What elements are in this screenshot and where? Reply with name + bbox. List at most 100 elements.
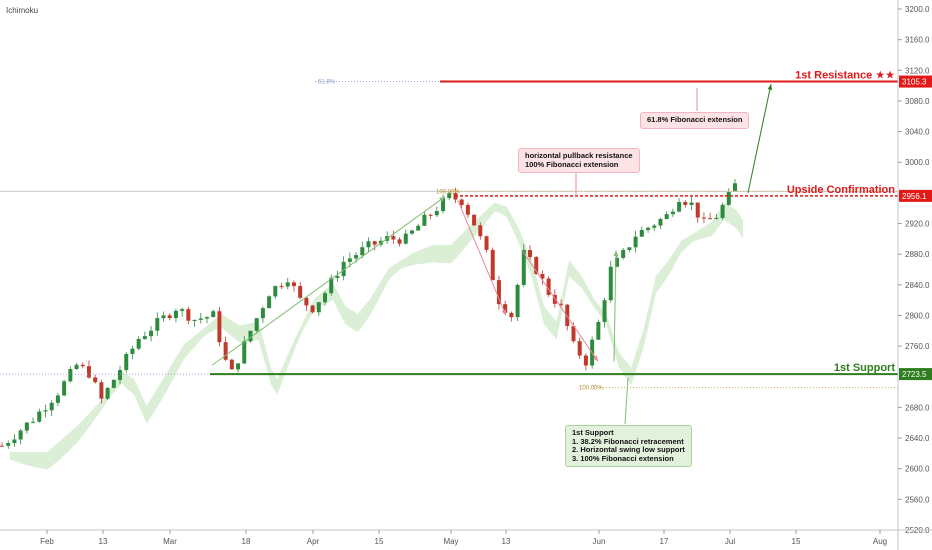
support-price-tag: [899, 368, 932, 381]
candle-body: [99, 382, 104, 399]
candle-body: [565, 304, 570, 327]
time-tick-label: Aug: [873, 537, 887, 546]
candle-body: [403, 233, 408, 244]
candle-body: [484, 236, 489, 250]
candle-body: [267, 296, 272, 309]
candle-body: [161, 315, 166, 319]
candle-body: [285, 282, 290, 287]
candle-body: [540, 273, 545, 279]
time-tick-label: 17: [660, 537, 669, 546]
candle-body: [397, 239, 402, 244]
confirmation-price-tag: [899, 189, 932, 202]
candle-body: [80, 364, 85, 367]
swing-down-arrow-2-head: [592, 355, 598, 362]
candle-body: [43, 410, 48, 412]
time-tick-label: Feb: [40, 537, 54, 546]
candle-body: [248, 330, 253, 342]
candle-body: [223, 342, 228, 360]
resistance-price-tag: [899, 75, 932, 88]
candle-body: [602, 300, 607, 322]
candle-body: [211, 311, 216, 318]
candle-body: [186, 309, 191, 321]
candle-body: [236, 363, 241, 370]
candle-body: [670, 211, 675, 215]
candle-body: [478, 225, 483, 237]
target-arrow: [747, 83, 772, 193]
callout-confirmation: horizontal pullback resistance 100% Fibo…: [518, 148, 640, 173]
candle-body: [459, 199, 464, 205]
candle-body: [204, 317, 209, 319]
price-tick-label: 3000.0: [905, 158, 930, 167]
candle-body: [720, 204, 725, 218]
candle-body: [571, 326, 576, 342]
candle-body: [49, 402, 54, 411]
swing-up-arrow-head: [439, 196, 445, 202]
candle-body: [273, 286, 278, 297]
candle-body: [627, 247, 632, 251]
annotation-layer: [0, 80, 898, 425]
swing-down-arrow-1-head: [501, 309, 507, 316]
candle-body: [664, 214, 669, 219]
candle-body: [534, 257, 539, 274]
candle-body: [515, 284, 520, 318]
fib-618-label: 61.8%: [318, 80, 336, 86]
callout-support: 1st Support 1. 38.2% Fibonacci retraceme…: [565, 425, 692, 467]
candle-body: [118, 370, 123, 380]
candle-body: [142, 336, 147, 339]
indicator-name: Ichimoku: [6, 6, 39, 15]
time-tick-label: Mar: [163, 537, 177, 546]
candle-body: [74, 364, 79, 370]
candle-body: [521, 250, 526, 285]
candle-body: [173, 310, 178, 319]
candle-body: [677, 202, 682, 212]
price-tick-label: 3160.0: [905, 36, 930, 45]
price-tick-label: 3080.0: [905, 97, 930, 106]
candle-body: [167, 315, 172, 319]
price-tick-label: 2920.0: [905, 220, 930, 229]
swing-up-arrow-2: [613, 250, 617, 362]
candle-body: [149, 330, 154, 337]
candle-body: [304, 297, 309, 306]
price-tick-label: 2880.0: [905, 250, 930, 259]
candle-body: [24, 422, 29, 431]
candle-body: [155, 318, 160, 331]
candle-body: [701, 217, 706, 219]
candle-body: [86, 366, 91, 378]
candle-body: [93, 377, 98, 383]
time-tick-label: 13: [99, 537, 108, 546]
candle-body: [254, 318, 259, 331]
candle-body: [229, 359, 234, 370]
candle-body: [62, 381, 67, 396]
candle-body: [111, 379, 116, 388]
candle-body: [37, 411, 42, 422]
price-tick-label: 2800.0: [905, 311, 930, 320]
callout-pointer-3: [624, 377, 629, 425]
candle-body: [596, 321, 601, 340]
candle-body: [708, 218, 713, 220]
price-tick-label: 2840.0: [905, 281, 930, 290]
candle-body: [695, 202, 700, 218]
candle-body: [447, 193, 452, 199]
candle-body: [310, 305, 315, 313]
candle-body: [658, 218, 663, 226]
target-arrow-head: [767, 84, 773, 90]
time-tick-label: 15: [375, 537, 384, 546]
candle-body: [465, 204, 470, 215]
candle-body: [409, 230, 414, 234]
swing-up-arrow-2-head: [613, 250, 619, 256]
swing-up-arrow: [211, 196, 446, 366]
candle-body: [323, 293, 328, 303]
candle-body: [335, 276, 340, 278]
candle-body: [614, 257, 619, 267]
candle-body: [198, 318, 203, 320]
price-axis: 3200.0 3160.0 3120.0 3080.0 3040.0 3000.0 2920…: [897, 0, 932, 550]
candle-body: [689, 202, 694, 205]
candle-body: [291, 282, 296, 287]
resistance-price-tag-text: 3105.3: [902, 78, 927, 87]
time-tick-label: May: [443, 537, 458, 546]
candle-body: [68, 369, 73, 382]
support-price-tag-text: 2723.5: [902, 370, 927, 379]
candle-body: [124, 354, 129, 371]
candle-body: [552, 294, 557, 304]
